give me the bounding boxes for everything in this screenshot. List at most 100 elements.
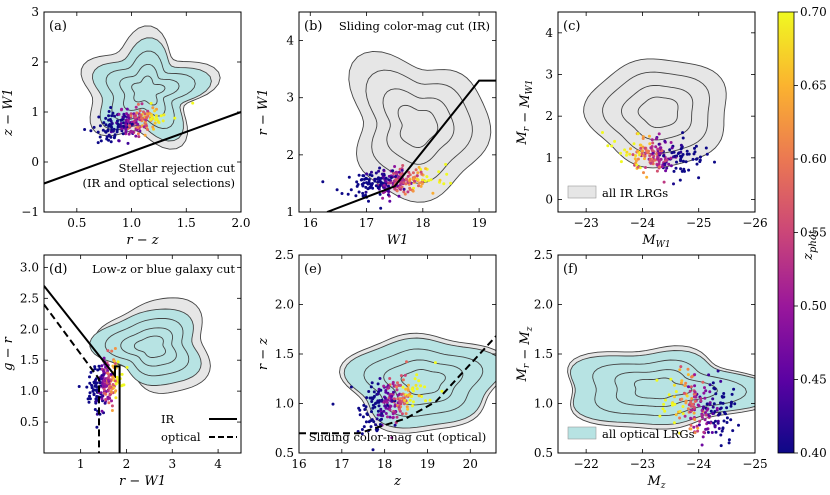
- data-point: [121, 132, 125, 136]
- data-point: [153, 121, 157, 125]
- data-point: [737, 423, 740, 427]
- data-point: [428, 398, 432, 402]
- data-point: [413, 175, 417, 179]
- data-point: [686, 373, 690, 377]
- data-point: [680, 397, 684, 401]
- data-point: [636, 149, 640, 153]
- data-point: [386, 398, 390, 402]
- data-point: [656, 157, 660, 161]
- data-point: [648, 154, 652, 158]
- data-point: [431, 191, 435, 195]
- data-point: [407, 170, 411, 174]
- x-tick-label: −25: [742, 457, 767, 471]
- y-tick-label: 1.0: [275, 397, 294, 411]
- data-point: [100, 364, 104, 368]
- data-point: [364, 405, 368, 409]
- data-point: [409, 394, 413, 398]
- data-point: [392, 172, 396, 175]
- y-axis-label: r − z: [256, 338, 271, 370]
- data-point: [714, 419, 717, 423]
- data-point: [390, 436, 394, 440]
- data-point: [142, 125, 146, 129]
- data-point: [379, 388, 383, 392]
- data-point: [95, 381, 99, 385]
- data-point: [378, 192, 382, 196]
- data-point: [725, 406, 729, 410]
- colorbar-label-main: z: [801, 253, 816, 261]
- data-point: [655, 378, 659, 382]
- data-point: [113, 134, 117, 138]
- panel-tag: (e): [304, 262, 322, 277]
- data-point: [112, 359, 116, 363]
- axes-frame: [557, 11, 756, 213]
- data-point: [685, 149, 689, 153]
- data-point: [106, 371, 110, 375]
- data-point: [395, 170, 398, 174]
- density-contour: [614, 369, 718, 408]
- data-point: [107, 138, 110, 142]
- data-point: [86, 397, 90, 401]
- data-point: [632, 142, 636, 146]
- data-point: [717, 427, 721, 430]
- data-point: [653, 158, 657, 162]
- data-point: [99, 139, 103, 143]
- data-point: [134, 118, 137, 122]
- data-point: [382, 384, 386, 388]
- data-point: [103, 401, 107, 405]
- y-tick-label: 2.5: [20, 291, 39, 305]
- data-point: [87, 400, 91, 404]
- data-point: [126, 141, 130, 145]
- data-point: [659, 157, 663, 161]
- axes-frame: [43, 254, 242, 454]
- colorbar-label-sub: phot: [808, 229, 819, 253]
- data-point: [371, 448, 375, 452]
- data-point: [719, 379, 723, 383]
- data-point: [153, 109, 157, 113]
- data-point: [414, 383, 418, 387]
- data-point: [367, 178, 371, 182]
- data-point: [102, 387, 106, 391]
- data-point: [732, 387, 736, 391]
- data-point: [106, 378, 110, 382]
- data-point: [107, 401, 111, 405]
- plot-area: [44, 285, 211, 453]
- data-point: [321, 180, 325, 184]
- data-point: [370, 182, 374, 185]
- data-point: [382, 409, 386, 413]
- data-point: [672, 421, 676, 425]
- data-point: [408, 398, 412, 402]
- data-point: [648, 142, 652, 146]
- data-point: [716, 421, 720, 425]
- data-point: [149, 101, 153, 105]
- panel-tag: (a): [49, 19, 67, 34]
- data-point: [429, 178, 433, 182]
- data-point: [712, 421, 716, 425]
- data-point: [729, 404, 733, 408]
- data-point: [693, 146, 696, 150]
- data-point: [99, 391, 103, 395]
- density-contour: [120, 327, 177, 367]
- data-point: [679, 167, 683, 171]
- data-point: [369, 419, 373, 423]
- data-point: [361, 191, 365, 195]
- data-point: [121, 115, 125, 119]
- data-point: [397, 407, 401, 411]
- data-point: [368, 182, 372, 186]
- data-point: [144, 118, 148, 122]
- data-point: [643, 154, 647, 158]
- data-point: [711, 397, 715, 401]
- data-point: [113, 114, 116, 118]
- data-point: [658, 414, 662, 418]
- data-point: [145, 112, 149, 116]
- data-point: [693, 390, 697, 394]
- data-point: [384, 389, 388, 392]
- plot-area: [321, 50, 496, 212]
- data-point: [125, 365, 129, 369]
- data-point: [398, 399, 402, 403]
- data-point: [85, 385, 89, 389]
- data-point: [692, 411, 696, 415]
- data-point: [145, 116, 149, 120]
- data-point: [706, 407, 710, 411]
- data-point: [370, 410, 373, 414]
- data-point: [696, 403, 700, 407]
